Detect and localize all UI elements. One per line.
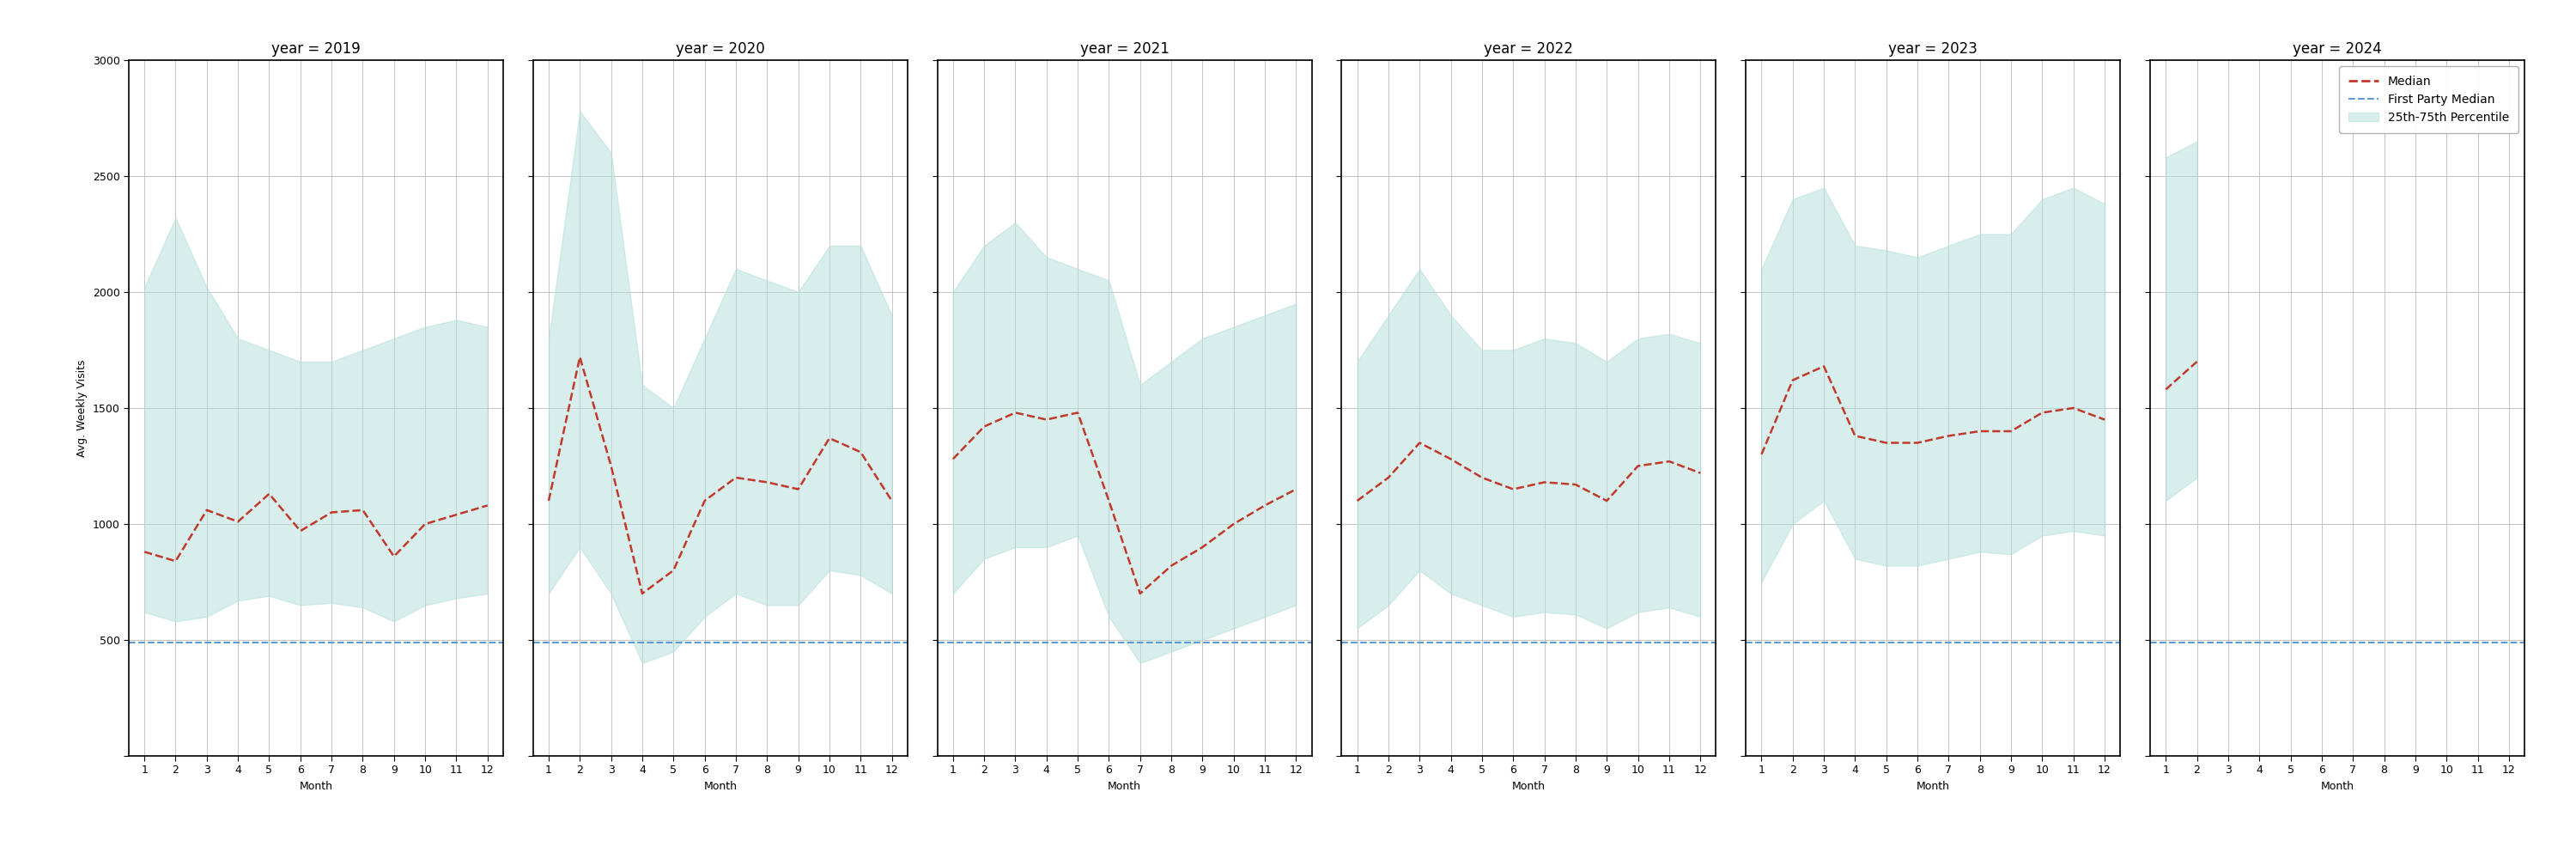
Median [969,422,999,432]
X-axis label: Month: Month [1108,781,1141,792]
Median [252,489,283,499]
Median [471,500,502,510]
Median [440,509,471,520]
Median [1466,472,1497,483]
Line: Median: Median [1358,443,1700,501]
Median [1188,542,1218,552]
Title: year = 2019: year = 2019 [270,41,361,57]
First Party Median [938,637,969,648]
Median [1654,456,1685,466]
Median [564,352,595,362]
Median [814,433,845,443]
X-axis label: Month: Month [299,781,332,792]
Median [348,505,379,515]
Median [845,447,876,457]
Median [752,477,783,487]
Median [1061,407,1092,417]
First Party Median [1747,637,1777,648]
Median [1592,496,1623,506]
Median [721,472,752,483]
Median [1839,430,1870,441]
Median [1901,438,1932,448]
Median [1218,519,1249,529]
Title: year = 2022: year = 2022 [1484,41,1574,57]
Median [1530,477,1561,487]
Median [1870,438,1901,448]
Line: Median: Median [549,357,891,594]
Median [783,484,814,495]
Median [1157,561,1188,571]
Median [876,496,907,506]
First Party Median [2151,637,2182,648]
First Party Median [533,637,564,648]
Median [1030,414,1061,424]
Median [1092,496,1123,506]
Median [1342,496,1373,506]
First Party Median [2120,637,2151,648]
Median [191,505,222,515]
Median [1808,361,1839,371]
Median [1561,479,1592,490]
Median [1777,375,1808,386]
Title: year = 2024: year = 2024 [2293,41,2383,57]
Line: Median: Median [144,494,487,561]
First Party Median [1311,637,1342,648]
Median [1404,438,1435,448]
First Party Median [1716,637,1747,648]
First Party Median [98,637,129,648]
First Party Median [129,637,160,648]
Median [690,496,721,506]
Median [1623,460,1654,471]
Median [2182,356,2213,367]
Median [1126,588,1157,599]
Median [1373,472,1404,483]
Median [2089,414,2120,424]
Median [286,526,317,536]
X-axis label: Month: Month [1917,781,1950,792]
First Party Median [1342,637,1373,648]
Title: year = 2021: year = 2021 [1079,41,1170,57]
Median [999,407,1030,417]
Median [1932,430,1963,441]
Median [1685,468,1716,478]
Y-axis label: Avg. Weekly Visits: Avg. Weekly Visits [77,359,88,457]
Legend: Median, First Party Median, 25th-75th Percentile: Median, First Party Median, 25th-75th Pe… [2339,66,2519,133]
Line: Median: Median [953,412,1296,594]
Median [1965,426,1996,436]
Median [1249,500,1280,510]
First Party Median [502,637,533,648]
X-axis label: Month: Month [1512,781,1546,792]
Median [1497,484,1528,495]
X-axis label: Month: Month [703,781,737,792]
Median [1747,449,1777,460]
Median [410,519,440,529]
Median [317,507,348,517]
Median [160,556,191,566]
Median [1996,426,2027,436]
Median [379,551,410,562]
Median [595,460,626,471]
Median [533,496,564,506]
Median [222,516,252,527]
Median [129,546,160,557]
First Party Median [907,637,938,648]
Title: year = 2023: year = 2023 [1888,41,1978,57]
Median [2027,407,2058,417]
Median [657,565,688,576]
X-axis label: Month: Month [2321,781,2354,792]
Median [2058,403,2089,413]
Median [626,588,657,599]
Line: Median: Median [2166,362,2197,389]
Median [1280,484,1311,495]
Median [1435,454,1466,464]
Line: Median: Median [1762,366,2105,454]
Title: year = 2020: year = 2020 [675,41,765,57]
Median [2151,384,2182,394]
Median [938,454,969,464]
